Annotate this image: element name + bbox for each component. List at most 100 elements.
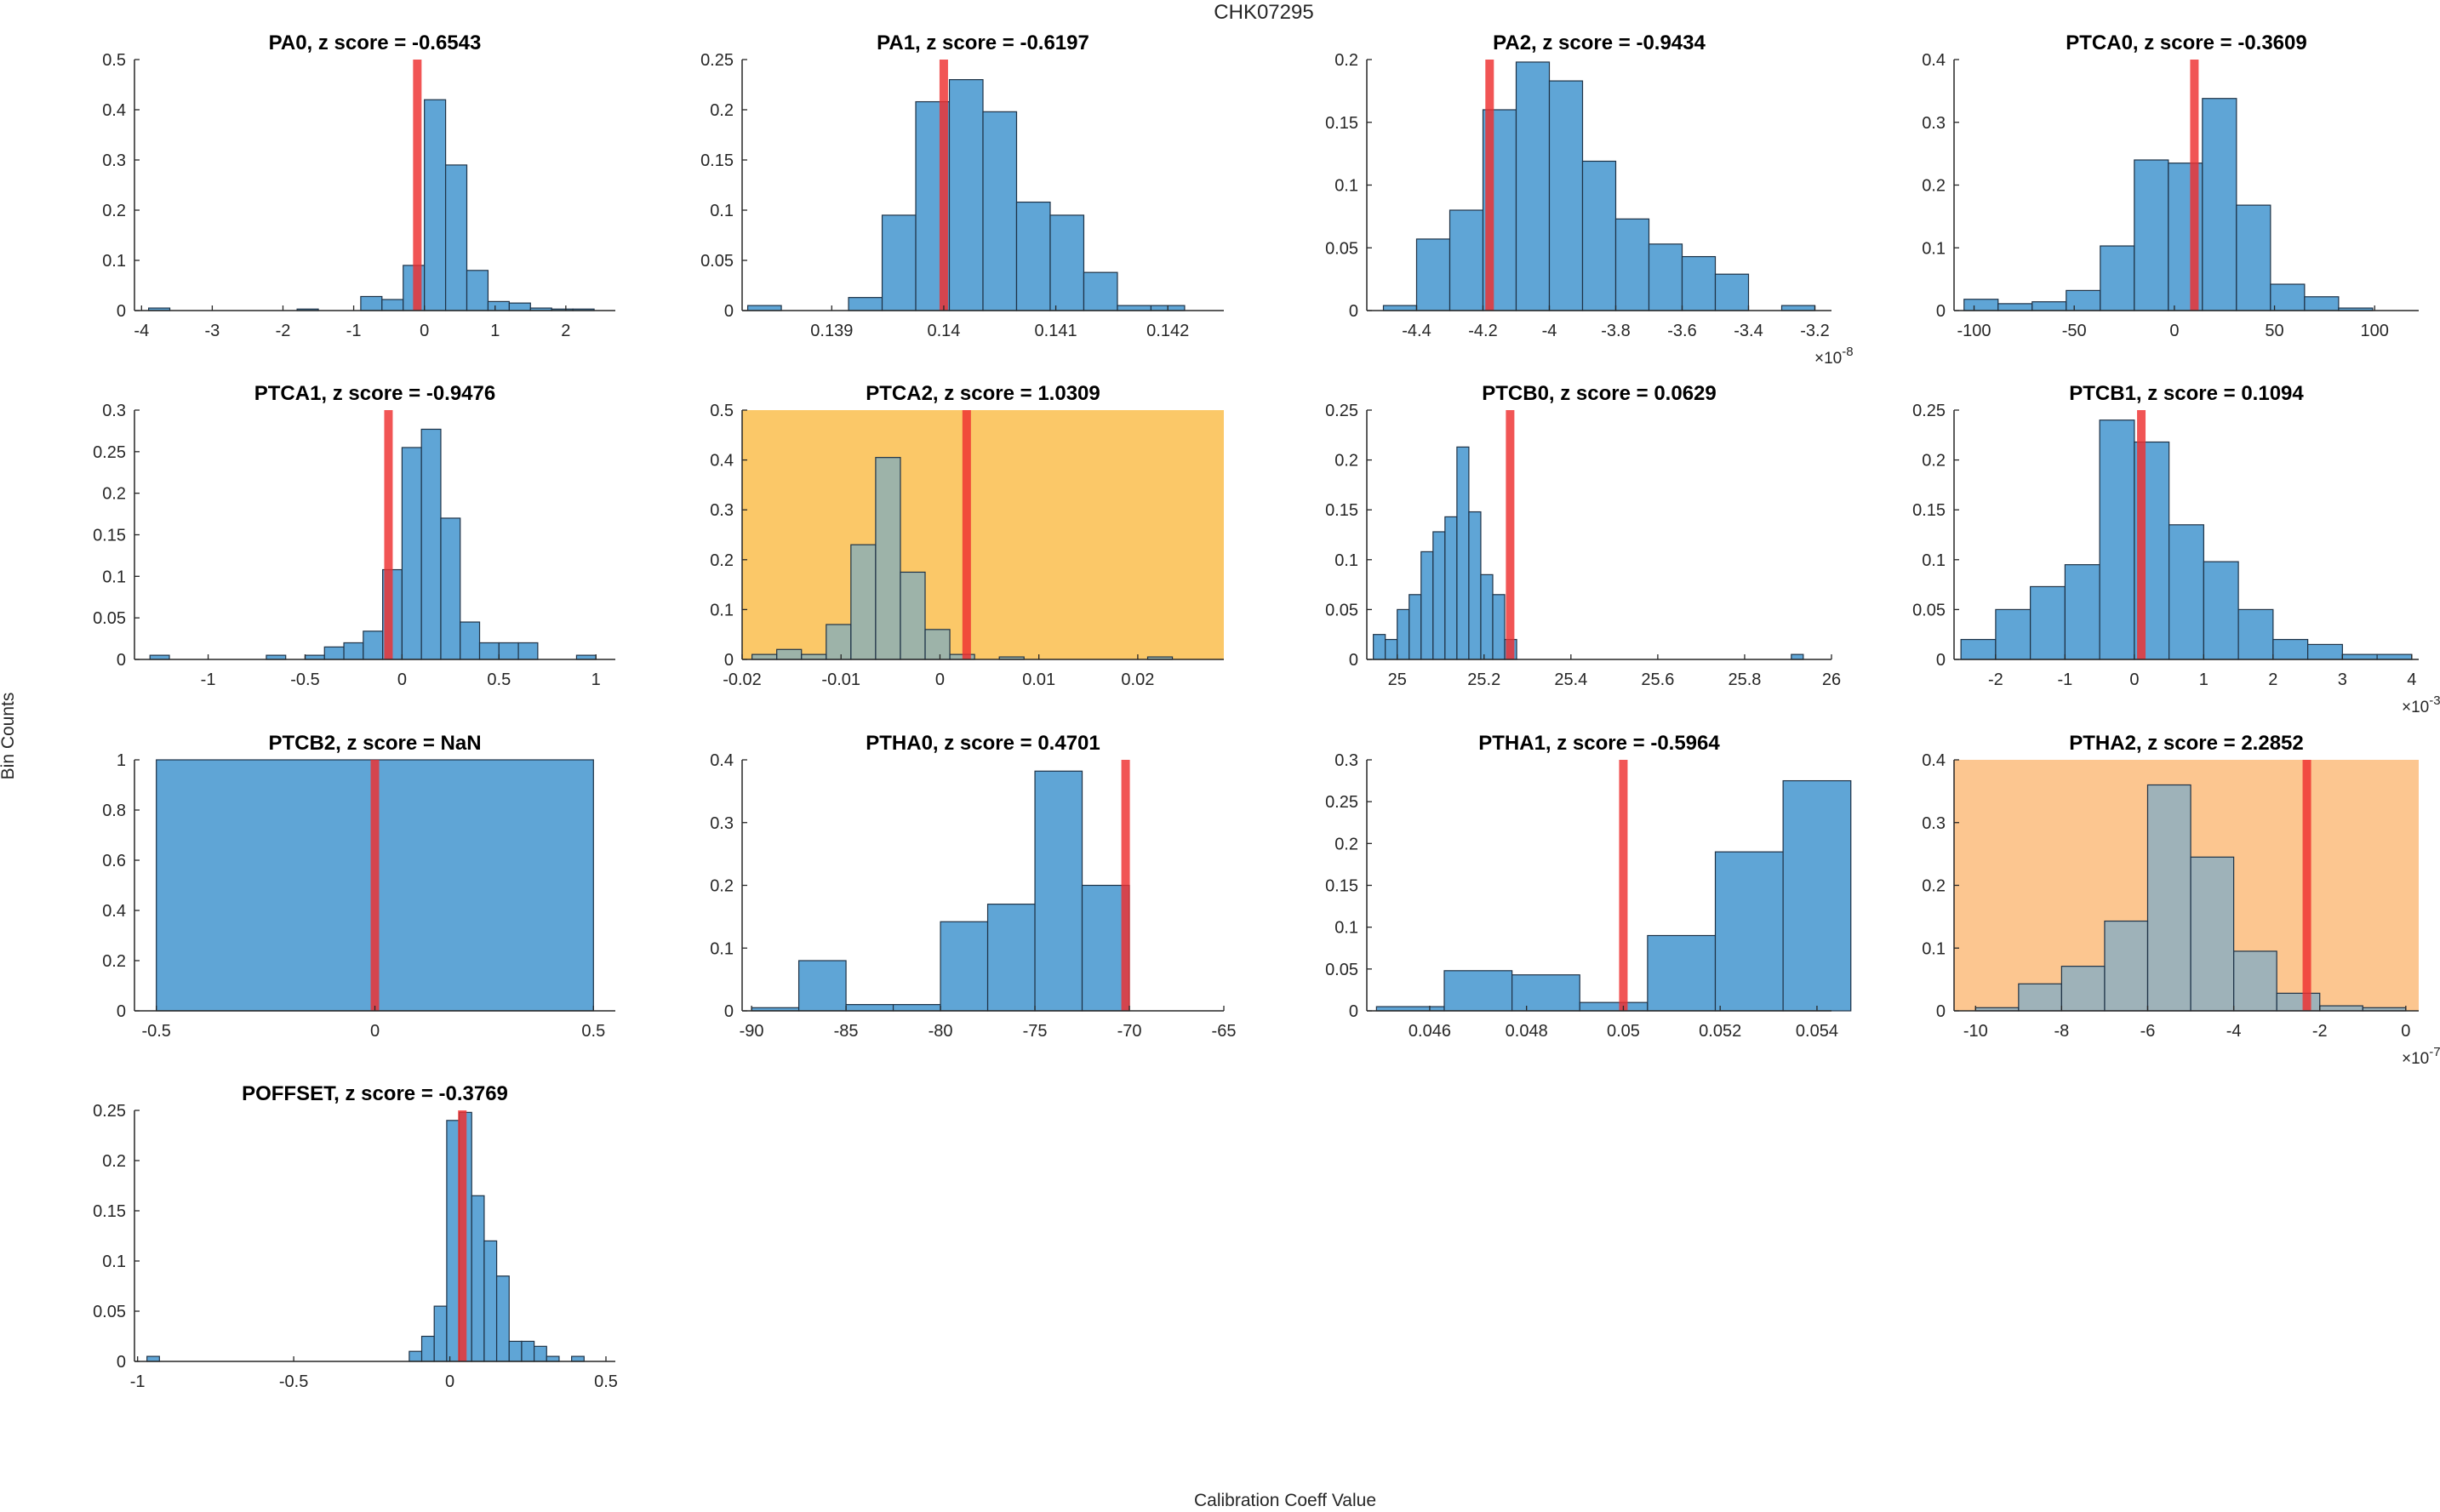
x-tick-label: 0 [370,1022,380,1041]
y-tick-label: 0.05 [700,252,734,271]
histogram-bar [746,305,782,311]
histogram-bar [845,1004,894,1012]
x-axis-exponent: ×10-7 [2402,1045,2440,1068]
y-tick-label: 0.25 [93,1102,126,1121]
histogram-bar [571,1355,585,1362]
x-tick-label: -0.5 [279,1372,308,1391]
subplot-title: PTHA1, z score = -0.5964 [1478,732,1720,755]
histogram-bar [498,642,519,660]
x-tick-label: -3 [204,322,220,340]
y-tick-label: 0.25 [1325,402,1358,420]
x-tick-label: 0.052 [1699,1022,1741,1041]
x-tick-label: 1 [591,670,601,689]
x-tick-label: -3.6 [1667,322,1696,340]
histogram-bar [1581,160,1617,311]
y-tick-label: 0.3 [102,402,126,420]
y-tick-label: 0.3 [102,151,126,170]
x-tick-label: -50 [2062,322,2087,340]
histogram-bar [1515,61,1551,311]
histogram-bar [2307,643,2343,660]
histogram-bar [1782,779,1852,1012]
x-tick-label: -8 [2054,1022,2069,1041]
x-tick-label: 0.5 [581,1022,605,1041]
subplot-title: PTCB0, z score = 0.0629 [1482,382,1716,405]
x-tick-label: 3 [2338,670,2347,689]
histogram-bar [2064,564,2100,660]
x-tick-label: -3.8 [1601,322,1630,340]
y-tick-label: 0 [1349,302,1358,321]
histogram-bar [420,1335,435,1362]
x-tick-label: 0 [445,1372,454,1391]
y-tick-label: 0.1 [1334,177,1358,196]
x-tick-label: 100 [2361,322,2389,340]
x-tick-label: -65 [1212,1022,1237,1041]
histogram-bar [1420,551,1434,660]
histogram-bar [1015,201,1051,311]
y-tick-label: 0.1 [710,202,734,220]
subplot-ptha1: 0.046 0.048 0.05 0.052 0.054 0 0.05 0.1 0.15 0.2 0… [1325,732,1852,1041]
y-tick-label: 0.4 [102,902,126,921]
x-tick-label: -90 [740,1022,764,1041]
histogram-bar [2134,159,2169,311]
y-tick-label: 0.5 [102,51,126,70]
x-tick-label: 26 [1822,670,1841,689]
subplot-pa2: -4.4 -4.2 -4 -3.8 -3.6 -3.4 -3.2 0 0.05 0.1 0.15 0.… [1325,31,1854,368]
y-tick-label: 0.15 [1325,501,1358,520]
y-tick-label: 0.1 [102,252,126,271]
histogram-bar [1444,516,1458,660]
x-tick-label: -1 [130,1372,146,1391]
y-tick-label: 0 [117,1353,126,1372]
histogram-bar [801,653,827,660]
subplot-title: PTCB1, z score = 0.1094 [2069,382,2304,405]
y-tick-label: 0.1 [710,939,734,958]
x-tick-label: 2 [561,322,570,340]
histogram-bar [2304,296,2340,311]
histogram-bar [1579,1001,1649,1012]
histogram-bar [1480,573,1494,660]
y-tick-label: 0 [724,651,734,670]
x-tick-label: 25.2 [1467,670,1500,689]
x-tick-label: -1 [346,322,362,340]
histogram-bar [2066,289,2101,311]
x-tick-label: 0.048 [1506,1022,1548,1041]
histogram-bar [1647,934,1717,1012]
histogram-bar [381,299,404,311]
y-tick-label: 0 [1936,302,1946,321]
histogram-bar [1049,214,1085,311]
subplot-title: PTHA2, z score = 2.2852 [2069,732,2303,755]
histogram-bar [401,447,422,660]
y-tick-label: 0.15 [1912,501,1946,520]
y-tick-label: 0.25 [700,51,734,70]
x-tick-label: 0 [2129,670,2139,689]
histogram-bar [1681,255,1717,311]
x-tick-label: 0.02 [1121,670,1154,689]
histogram-bar [940,921,989,1012]
histogram-bar [751,653,778,660]
histogram-bar [1714,273,1750,311]
x-tick-label: 0.139 [810,322,853,340]
histogram-bar [446,1120,460,1362]
x-tick-label: 0.046 [1409,1022,1451,1041]
histogram-bar [1791,653,1804,660]
x-axis-exponent: ×10-3 [2402,693,2440,716]
y-tick-label: 0 [1349,1002,1358,1021]
x-tick-label: 0 [2401,1022,2410,1041]
histogram-bar [1373,634,1386,660]
histogram-bar [892,1004,941,1012]
x-axis-exponent: ×10-8 [1814,345,1854,368]
x-tick-label: -4 [1542,322,1557,340]
y-tick-label: 0.15 [93,527,126,545]
histogram-bar [146,1355,160,1362]
x-tick-label: -70 [1117,1022,1142,1041]
histogram-bar [323,646,345,660]
histogram-bar [848,297,883,311]
histogram-bar [521,1340,535,1362]
histogram-bar [1997,303,2033,311]
y-tick-label: 0 [1936,1002,1946,1021]
y-tick-label: 0.2 [1922,877,1946,896]
histogram-bar [2146,784,2191,1012]
current-value-marker [1121,760,1130,1011]
histogram-bar [460,621,481,660]
x-tick-label: -2 [1988,670,2003,689]
subplot-ptha0: -90 -85 -80 -75 -70 -65 0 0.1 0.2 0.3 0.4 PTHA0, z … [710,732,1236,1041]
